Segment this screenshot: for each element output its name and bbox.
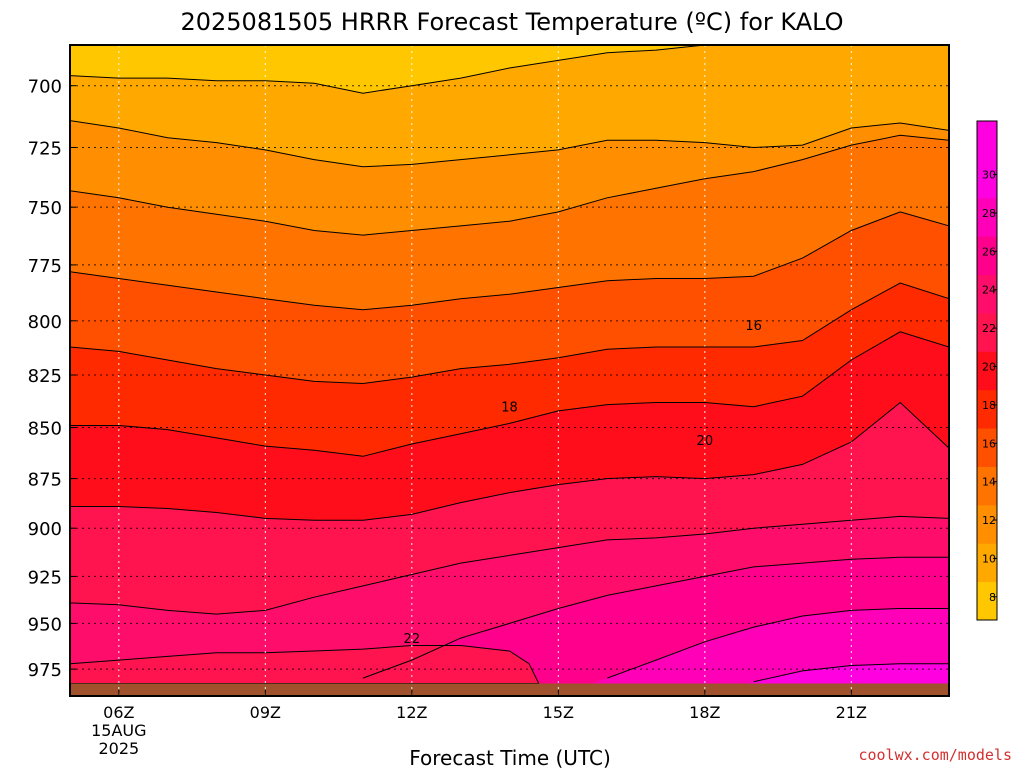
contour-label: 20: [697, 434, 714, 449]
colorbar-swatch-12: [977, 504, 997, 544]
colorbar-tick-label: 18: [982, 399, 996, 412]
ground-surface: [70, 683, 949, 696]
x-tick-label: 21Z: [836, 703, 867, 722]
isotherm-lines: [70, 45, 949, 683]
y-tick-label: 900: [28, 519, 62, 540]
colorbar-tick-label: 10: [982, 552, 996, 565]
isotherm-24: [70, 515, 949, 615]
colorbar-swatch-20: [977, 351, 997, 391]
colorbar-swatch-14: [977, 466, 997, 506]
colorbar-tick-label: 24: [982, 284, 996, 297]
colorbar-swatch-30: [977, 121, 997, 160]
plot-frame: [69, 44, 950, 697]
isotherm-12: [70, 120, 949, 168]
y-tick-label: 700: [28, 77, 62, 98]
x-tick-label: 15Z: [543, 703, 574, 722]
y-tick-label: 850: [28, 419, 62, 440]
x-date-label: 15AUG: [91, 721, 146, 740]
contour-label: 22: [404, 632, 421, 647]
x-tick-label: 18Z: [689, 703, 720, 722]
contour-label: 18: [501, 401, 518, 416]
isotherm-10: [70, 45, 949, 94]
colorbar-tick-label: 8: [989, 591, 996, 604]
y-tick-label: 875: [28, 470, 62, 491]
isotherm-14: [70, 134, 949, 236]
y-tick-label: 800: [28, 312, 62, 333]
isotherm-26: [362, 556, 949, 679]
y-tick-label: 725: [28, 138, 62, 159]
colorbar-tick-label: 14: [982, 476, 996, 489]
isotherm-18: [70, 282, 949, 385]
colorbar-swatch-26: [977, 236, 997, 276]
colorbar-tick-label: 12: [982, 514, 996, 527]
x-axis-label: Forecast Time (UTC): [409, 746, 611, 768]
colorbar-tick-label: 28: [982, 207, 996, 220]
colorbar-swatch-16: [977, 428, 997, 467]
credit-text: coolwx.com/models: [858, 746, 1012, 764]
colorbar-tick-label: 16: [982, 437, 996, 450]
isotherm-30: [753, 663, 949, 683]
y-tick-label: 950: [28, 614, 62, 635]
x-tick-label: 06Z: [103, 703, 134, 722]
colorbar-tick-label: 20: [982, 361, 996, 374]
colorbar-swatch-18: [977, 389, 997, 429]
isotherm-22: [70, 401, 949, 521]
colorbar-swatch-30: [977, 159, 997, 199]
warm-pocket-22: [70, 645, 540, 684]
colorbar-tick-label: 30: [982, 169, 996, 182]
plot-area: [70, 45, 949, 696]
x-tick-label: 12Z: [396, 703, 427, 722]
y-tick-label: 775: [28, 256, 62, 277]
y-tick-label: 750: [28, 198, 62, 219]
colorbar-tick-label: 26: [982, 245, 996, 258]
x-tick-label: 09Z: [250, 703, 281, 722]
y-tick-label: 975: [28, 660, 62, 681]
colorbar-tick-label: 22: [982, 322, 996, 335]
colorbar-swatch-24: [977, 274, 997, 314]
isotherm-28: [607, 608, 949, 679]
isotherm-20: [70, 331, 949, 457]
colorbar-swatch-8: [977, 581, 997, 621]
y-tick-label: 925: [28, 567, 62, 588]
colorbar-frame: [976, 120, 998, 621]
contour-label: 16: [745, 319, 762, 334]
isotherm-16: [70, 211, 949, 311]
y-axis: 700 725 750 775 800 825 850 875 900 925 950 975: [28, 77, 76, 681]
colorbar-swatch-22: [977, 312, 997, 352]
chart-title: 2025081505 HRRR Forecast Temperature (ºC…: [180, 8, 843, 36]
colorbar-swatch-10: [977, 543, 997, 583]
x-date-label: 2025: [98, 739, 139, 758]
colorbar-swatch-28: [977, 197, 997, 237]
contour-labels: 16 18 20 22: [404, 319, 762, 647]
y-tick-label: 825: [28, 366, 62, 387]
colorbar: 8 10 12 14 16 18 20 22 24 26 28 30: [976, 120, 998, 621]
